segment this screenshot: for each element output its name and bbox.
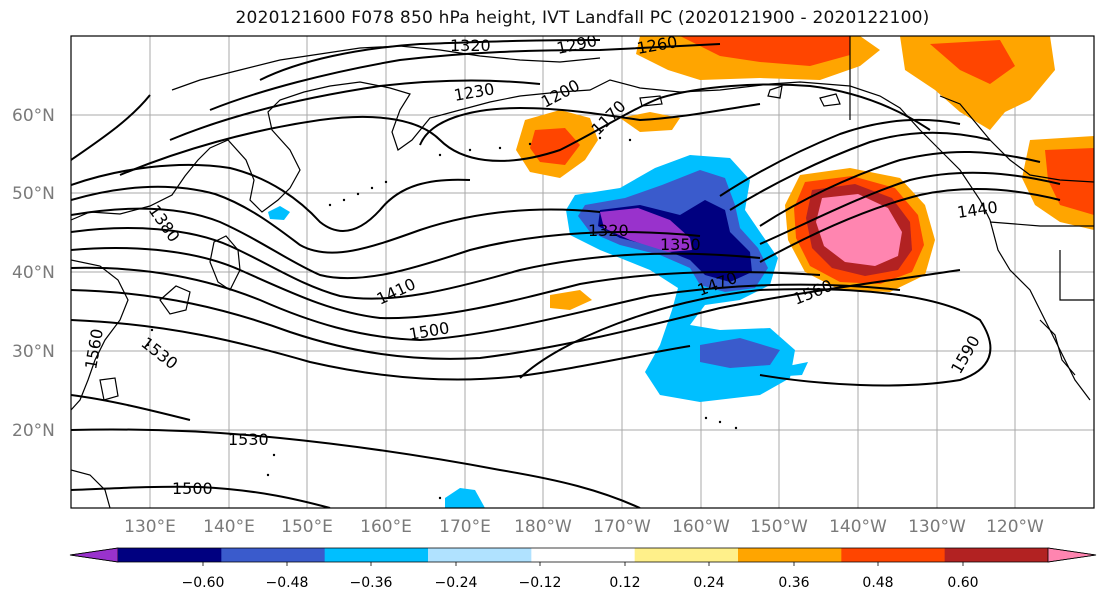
contour-line (71, 319, 691, 381)
colorbar-tick-label: −0.12 (519, 575, 562, 591)
contour-label: 1500 (172, 479, 213, 498)
lat-label: 50°N (12, 184, 55, 204)
contour-line (71, 266, 901, 342)
lon-label: 160°W (672, 517, 730, 537)
map-frame (70, 35, 1095, 509)
contour-line (71, 247, 821, 320)
lon-label: 170°W (593, 517, 651, 537)
colorbar-extend-low (69, 547, 119, 563)
lon-label: 130°E (124, 517, 176, 537)
colorbar-segment (221, 548, 326, 562)
colorbar-segment (531, 548, 636, 562)
lon-label: 160°E (360, 517, 412, 537)
colorbar-ticks: −0.60 −0.48 −0.36 −0.24 −0.12 0.12 0.24 … (182, 575, 979, 591)
contour-line (71, 163, 471, 232)
contour-line (659, 83, 931, 131)
contour-line (71, 485, 331, 508)
lon-label: 150°W (750, 517, 808, 537)
lat-label: 40°N (12, 263, 55, 283)
latitude-labels: 60°N 50°N 40°N 30°N 20°N (12, 106, 55, 441)
colorbar-tick-label: 0.60 (947, 575, 978, 591)
lat-label: 60°N (12, 106, 55, 126)
contour-line (209, 43, 721, 111)
colorbar: −0.60 −0.48 −0.36 −0.24 −0.12 0.12 0.24 … (69, 547, 1097, 591)
longitude-labels: 130°E 140°E 150°E 160°E 170°E 180°W 170°… (124, 517, 1044, 537)
colorbar-segment (738, 548, 842, 562)
lon-label: 170°E (439, 517, 491, 537)
contour-line (71, 428, 641, 508)
lon-label: 180°W (514, 517, 572, 537)
contour-label: 1320 (588, 221, 629, 240)
lon-label: 140°E (203, 517, 255, 537)
colorbar-tick-label: −0.60 (182, 575, 225, 591)
ivt-shading-north (516, 36, 1094, 230)
colorbar-tick-label: −0.48 (266, 575, 309, 591)
lat-label: 30°N (12, 342, 55, 362)
colorbar-tick-label: 0.48 (862, 575, 893, 591)
contour-line (71, 227, 761, 300)
contour-line (71, 269, 961, 360)
contour-line (759, 171, 1061, 245)
colorbar-segments (69, 547, 1097, 566)
contour-line (259, 39, 601, 81)
ivt-shading-negative (268, 155, 808, 508)
contour-line (519, 288, 992, 387)
contour-line (119, 97, 661, 176)
colorbar-segment (944, 548, 1049, 562)
contour-label: 1530 (228, 430, 269, 449)
lon-label: 140°W (829, 517, 887, 537)
contour-line (71, 185, 601, 254)
contour-line (419, 103, 761, 146)
ivt-shading-positive-center (550, 168, 935, 310)
contour-line (729, 131, 991, 211)
contour-label: 1320 (450, 36, 491, 55)
contour-line (759, 188, 1061, 263)
lon-label: 150°E (281, 517, 333, 537)
colorbar-segment (634, 548, 739, 562)
lat-label: 20°N (12, 421, 55, 441)
colorbar-segment (841, 548, 946, 562)
lon-label: 120°W (986, 517, 1044, 537)
colorbar-tick-label: −0.36 (350, 575, 393, 591)
contour-line (71, 394, 191, 421)
colorbar-tick-label: 0.36 (778, 575, 809, 591)
contour-line (71, 94, 151, 161)
lon-label: 130°W (908, 517, 966, 537)
colorbar-tick-label: 0.24 (693, 575, 724, 591)
colorbar-outline (69, 547, 1097, 563)
colorbar-segment (428, 548, 532, 562)
colorbar-tick-label: 0.12 (609, 575, 640, 591)
height-contours (71, 39, 1061, 508)
colorbar-tick-label: −0.24 (435, 575, 478, 591)
figure-title: 2020121600 F078 850 hPa height, IVT Land… (235, 8, 930, 28)
contour-label: 1350 (660, 235, 701, 254)
contour-label: 1260 (635, 32, 678, 58)
contour-line (71, 207, 701, 280)
contour-line (719, 118, 961, 197)
contour-line (169, 79, 541, 141)
colorbar-segment (324, 548, 429, 562)
contour-line (759, 151, 1041, 227)
colorbar-extend-high (1047, 547, 1097, 563)
map-content: 1320 1290 1260 1230 1200 1170 1380 1320 … (71, 32, 1094, 508)
colorbar-segment (118, 548, 222, 562)
island-dots (146, 136, 738, 500)
